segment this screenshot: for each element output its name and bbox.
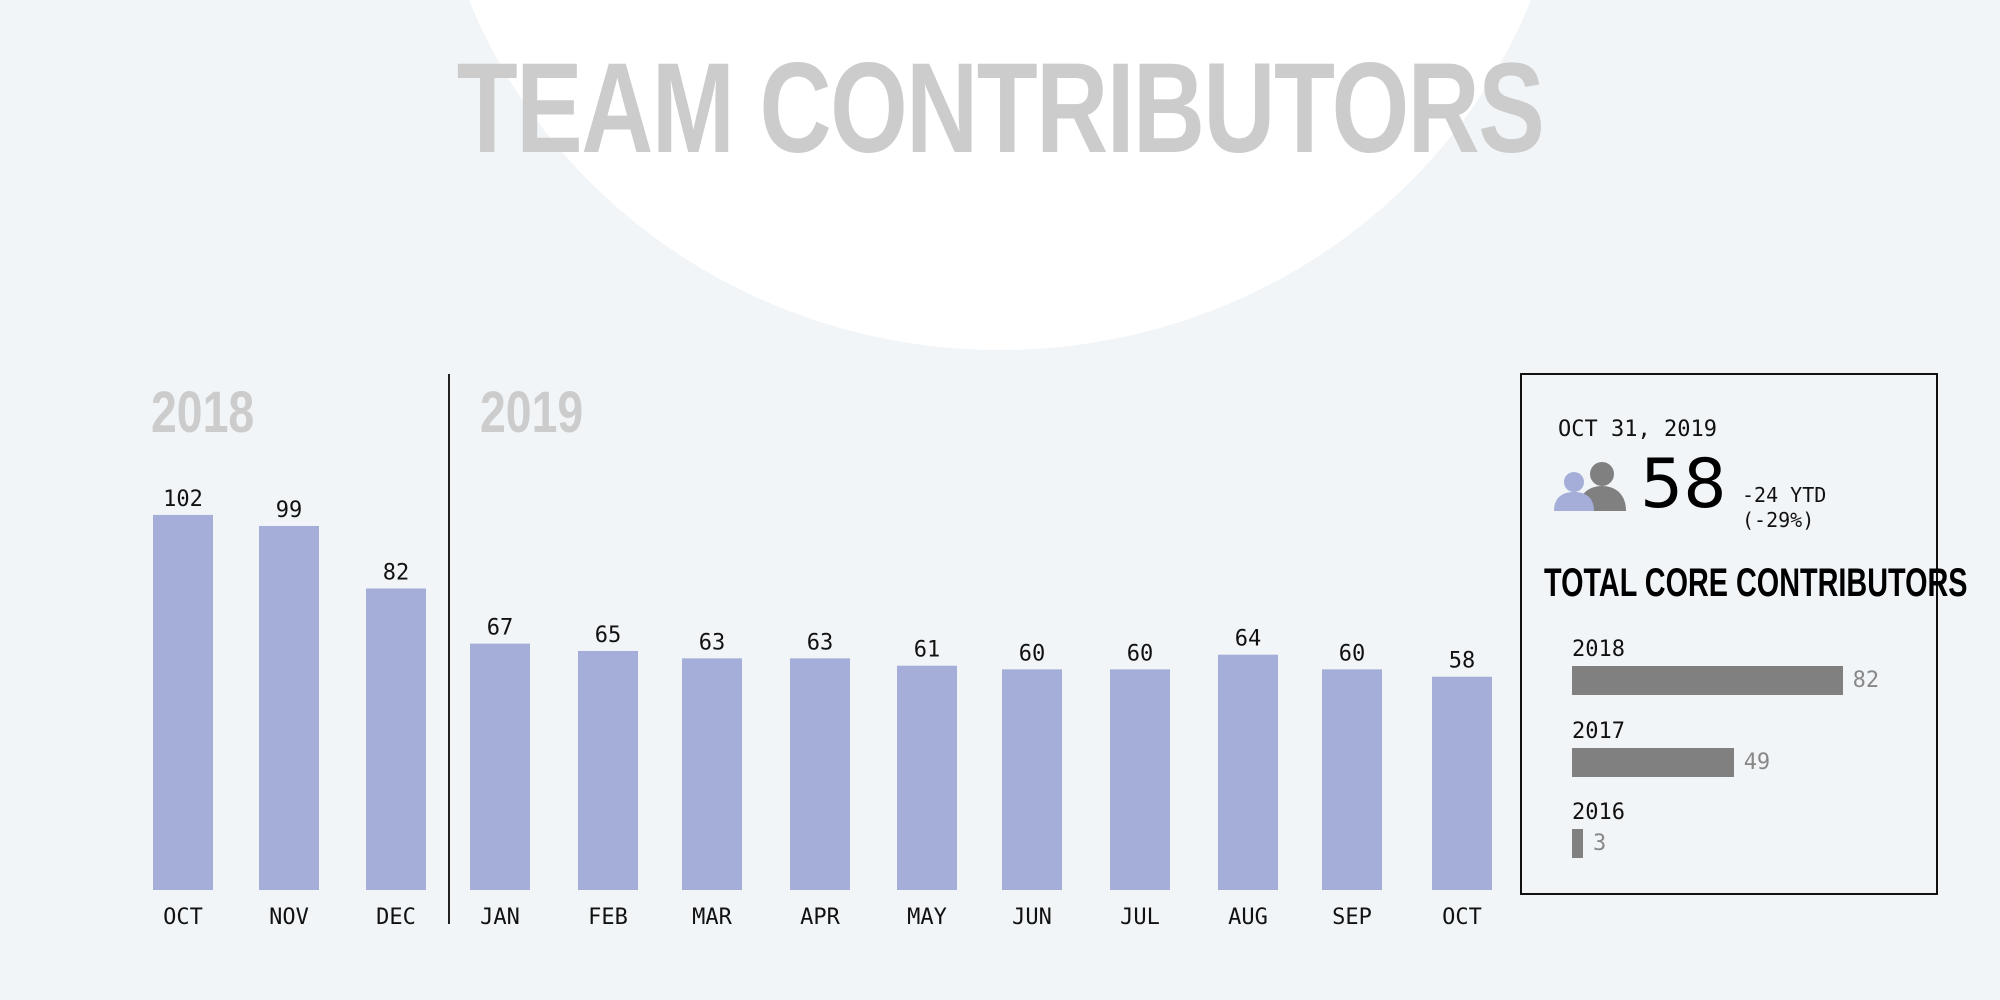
- bar-value-label: 64: [1235, 627, 1262, 652]
- bar-oct-12: [1432, 676, 1492, 890]
- bar-value-label: 60: [1019, 641, 1046, 666]
- category-label: MAR: [692, 905, 732, 930]
- bar-value-label: 67: [487, 616, 514, 641]
- category-label: JAN: [480, 905, 520, 930]
- bar-value-label: 99: [276, 498, 303, 523]
- category-label: NOV: [269, 905, 309, 930]
- monthly-contributors-chart: 102 OCT 99 NOV 82 DEC 67 JAN 65 FEB 63 MAR 63 APR 61 MA…: [153, 487, 1492, 930]
- hbar-value-2018: 82: [1852, 668, 1880, 693]
- hbar-2016: [1572, 829, 1583, 858]
- year-label-2018: 2018: [151, 380, 255, 445]
- category-label: FEB: [588, 905, 628, 930]
- bar-value-label: 82: [383, 560, 410, 585]
- category-label: SEP: [1332, 905, 1372, 930]
- category-label: APR: [800, 905, 840, 930]
- page-title: TEAM CONTRIBUTORS: [456, 37, 1545, 180]
- category-label: MAY: [907, 905, 947, 930]
- bar-oct-0: [153, 514, 213, 890]
- bar-jul-9: [1110, 669, 1170, 890]
- bar-value-label: 102: [163, 487, 203, 512]
- year-divider: [448, 374, 450, 924]
- bar-mar-5: [682, 658, 742, 890]
- current-contributors-value: 58: [1640, 445, 1727, 524]
- category-label: OCT: [1442, 905, 1482, 930]
- bar-jan-3: [470, 643, 530, 890]
- bar-apr-6: [790, 658, 850, 890]
- hbar-value-2017: 49: [1743, 750, 1771, 775]
- hbar-year-2017: 2017: [1572, 719, 1625, 744]
- bar-sep-11: [1322, 669, 1382, 890]
- hbar-value-2016: 3: [1593, 831, 1607, 856]
- category-label: DEC: [376, 905, 416, 930]
- ytd-percent: (-29%): [1742, 508, 1815, 532]
- bar-value-label: 63: [699, 630, 726, 655]
- hbar-year-2018: 2018: [1572, 637, 1625, 662]
- bar-aug-10: [1218, 654, 1278, 890]
- category-label: JUN: [1012, 905, 1052, 930]
- bar-dec-2: [366, 588, 426, 890]
- bar-value-label: 58: [1449, 649, 1476, 674]
- panel-title: TOTAL CORE CONTRIBUTORS: [1544, 561, 1968, 605]
- bar-value-label: 63: [807, 630, 834, 655]
- bar-may-7: [897, 665, 957, 890]
- hbar-2017: [1572, 748, 1734, 777]
- bar-value-label: 60: [1127, 641, 1154, 666]
- category-label: AUG: [1228, 905, 1268, 930]
- core-contributors-panel: OCT 31, 2019 58 -24 YTD (-29%) TOTAL COR…: [1520, 373, 1967, 895]
- ytd-change: -24 YTD: [1742, 483, 1827, 507]
- bar-nov-1: [259, 525, 319, 890]
- bar-value-label: 61: [914, 638, 941, 663]
- hbar-2018: [1572, 666, 1843, 695]
- bar-value-label: 60: [1339, 641, 1366, 666]
- people-icon: [1554, 462, 1626, 511]
- panel-date: OCT 31, 2019: [1558, 417, 1717, 442]
- category-label: JUL: [1120, 905, 1160, 930]
- category-label: OCT: [163, 905, 203, 930]
- year-label-2019: 2019: [480, 380, 584, 445]
- bar-value-label: 65: [595, 623, 622, 648]
- bar-jun-8: [1002, 669, 1062, 890]
- hbar-year-2016: 2016: [1572, 800, 1625, 825]
- bar-feb-4: [578, 650, 638, 890]
